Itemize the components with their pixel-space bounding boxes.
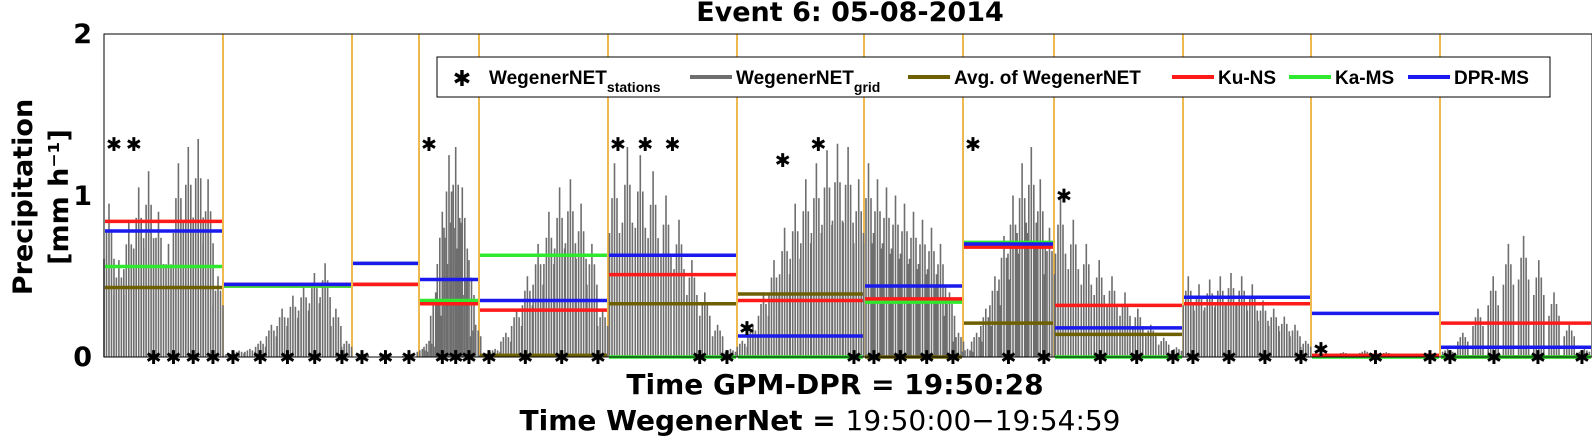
station-point-2-2: ✱ bbox=[401, 347, 417, 369]
station-point-10-3: ✱ bbox=[1293, 347, 1309, 369]
station-point-0-2: ✱ bbox=[146, 347, 162, 369]
station-point-9-3: ✱ bbox=[1165, 347, 1181, 369]
legend-item-grid: WegenerNETgrid bbox=[690, 68, 880, 95]
station-point-3-3: ✱ bbox=[461, 347, 477, 369]
legend-item-ku: Ku-NS bbox=[1172, 68, 1276, 89]
x-axis-label-line2-time: 19:50:00−19:54:59 bbox=[846, 404, 1121, 437]
station-point-5-1: ✱ bbox=[637, 134, 653, 156]
y-axis-label-line2: [mm h⁻¹] bbox=[44, 129, 75, 265]
station-point-4-3: ✱ bbox=[590, 347, 606, 369]
station-point-7-1: ✱ bbox=[892, 347, 908, 369]
station-point-4-2: ✱ bbox=[554, 347, 570, 369]
grid-series-12 bbox=[1441, 235, 1591, 357]
station-point-3-2: ✱ bbox=[448, 347, 464, 369]
station-point-10-0: ✱ bbox=[1185, 347, 1201, 369]
legend-ku-label: Ku-NS bbox=[1218, 68, 1276, 89]
station-point-4-0: ✱ bbox=[481, 347, 497, 369]
station-point-11-1: ✱ bbox=[1368, 347, 1384, 369]
station-point-0-1: ✱ bbox=[126, 134, 142, 156]
station-point-5-0: ✱ bbox=[610, 134, 626, 156]
station-point-7-3: ✱ bbox=[945, 347, 961, 369]
station-point-1-0: ✱ bbox=[225, 347, 241, 369]
station-point-6-3: ✱ bbox=[846, 347, 862, 369]
legend-grid-sub: grid bbox=[854, 79, 880, 95]
x-axis-label-line1: Time GPM-DPR = 19:50:28 bbox=[626, 368, 1043, 401]
station-point-1-3: ✱ bbox=[307, 347, 323, 369]
station-point-0-4: ✱ bbox=[185, 347, 201, 369]
x-axis-label-line2: Time WegenerNet = 19:50:00−19:54:59 bbox=[520, 404, 1121, 437]
y-axis-label: Precipitation [mm h⁻¹] bbox=[8, 99, 75, 295]
legend: ✱ WegenerNETstations WegenerNETgrid Avg.… bbox=[436, 56, 1551, 98]
grid-series-1 bbox=[222, 263, 353, 357]
station-point-3-0: ✱ bbox=[421, 134, 437, 156]
grid-series-5 bbox=[608, 147, 737, 357]
station-point-7-0: ✱ bbox=[866, 347, 882, 369]
station-point-11-2: ✱ bbox=[1422, 347, 1438, 369]
legend-stations-label: WegenerNETstations bbox=[489, 68, 661, 95]
station-point-1-1: ✱ bbox=[252, 347, 268, 369]
grid-series-8 bbox=[961, 147, 1056, 357]
grid-series-4 bbox=[478, 179, 609, 357]
station-point-7-2: ✱ bbox=[919, 347, 935, 369]
station-point-9-1: ✱ bbox=[1092, 347, 1108, 369]
legend-grid-label: WegenerNETgrid bbox=[736, 68, 880, 95]
station-point-6-2: ✱ bbox=[810, 134, 826, 156]
station-point-6-0: ✱ bbox=[739, 318, 755, 340]
legend-stations-sub: stations bbox=[607, 79, 661, 95]
station-point-0-0: ✱ bbox=[106, 134, 122, 156]
station-point-8-1: ✱ bbox=[1001, 347, 1017, 369]
station-point-5-4: ✱ bbox=[719, 347, 735, 369]
legend-stations-text: WegenerNET bbox=[489, 68, 607, 89]
grid-series-3 bbox=[416, 147, 482, 357]
chart-title: Event 6: 05-08-2014 bbox=[696, 0, 1004, 28]
station-point-11-0: ✱ bbox=[1313, 339, 1329, 361]
station-point-10-2: ✱ bbox=[1257, 347, 1273, 369]
y-tick-label-0: 0 bbox=[73, 342, 92, 373]
legend-item-avg: Avg. of WegenerNET bbox=[908, 68, 1141, 89]
station-point-5-3: ✱ bbox=[692, 347, 708, 369]
legend-item-stations: ✱ WegenerNETstations bbox=[453, 67, 661, 95]
y-axis-label-line1: Precipitation bbox=[8, 99, 39, 295]
station-point-2-0: ✱ bbox=[354, 347, 370, 369]
grid-series-6 bbox=[736, 143, 865, 357]
station-point-1-4: ✱ bbox=[334, 347, 350, 369]
legend-stations-marker-icon: ✱ bbox=[453, 67, 471, 92]
y-tick-label-2: 2 bbox=[73, 19, 92, 50]
station-point-1-2: ✱ bbox=[280, 347, 296, 369]
station-point-9-2: ✱ bbox=[1129, 347, 1145, 369]
grid-series-0 bbox=[103, 139, 224, 357]
station-point-12-0: ✱ bbox=[1442, 347, 1458, 369]
legend-ka-label: Ka-MS bbox=[1335, 68, 1394, 89]
station-point-0-3: ✱ bbox=[165, 347, 181, 369]
station-point-8-0: ✱ bbox=[965, 134, 981, 156]
plot-frame bbox=[103, 33, 1592, 358]
station-point-4-1: ✱ bbox=[517, 347, 533, 369]
legend-dpr-label: DPR-MS bbox=[1454, 68, 1529, 89]
y-tick-labels: 0 1 2 bbox=[73, 19, 92, 373]
station-point-12-3: ✱ bbox=[1574, 347, 1590, 369]
legend-box bbox=[436, 56, 1551, 98]
station-point-8-2: ✱ bbox=[1036, 347, 1052, 369]
grid-series-7 bbox=[862, 163, 965, 357]
station-point-12-2: ✱ bbox=[1530, 347, 1546, 369]
station-point-5-2: ✱ bbox=[665, 134, 681, 156]
legend-item-ka: Ka-MS bbox=[1289, 68, 1394, 89]
legend-grid-text: WegenerNET bbox=[736, 68, 854, 89]
grid-series-10 bbox=[1182, 273, 1312, 357]
x-axis-label-line2-prefix: Time WegenerNet = bbox=[520, 404, 846, 437]
legend-avg-label: Avg. of WegenerNET bbox=[954, 68, 1141, 89]
station-point-6-1: ✱ bbox=[775, 150, 791, 172]
station-point-9-0: ✱ bbox=[1056, 186, 1072, 208]
station-point-3-1: ✱ bbox=[434, 347, 450, 369]
station-point-10-1: ✱ bbox=[1221, 347, 1237, 369]
station-point-0-5: ✱ bbox=[205, 347, 221, 369]
y-tick-label-1: 1 bbox=[73, 181, 92, 212]
station-point-12-1: ✱ bbox=[1486, 347, 1502, 369]
station-point-2-1: ✱ bbox=[378, 347, 394, 369]
legend-item-dpr: DPR-MS bbox=[1408, 68, 1529, 89]
